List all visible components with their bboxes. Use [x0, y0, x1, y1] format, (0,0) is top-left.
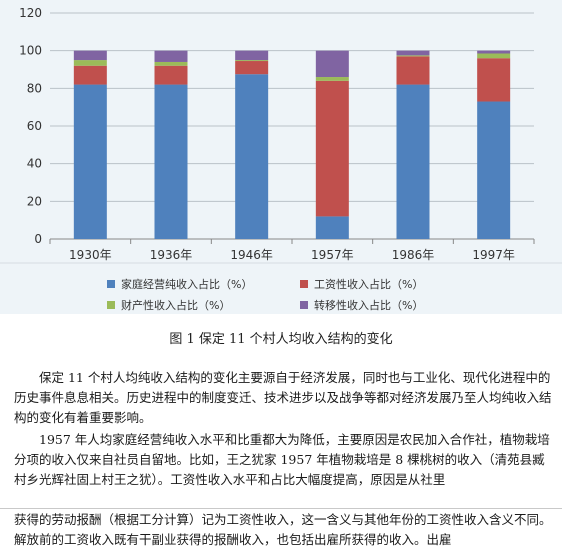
stacked-bar-chart: 0 20 40 60 80 100 120 1930年 1936年 1946年 1957年 1986年… — [0, 6, 562, 264]
paragraph-1: 保定 11 个村人均纯收入结构的变化主要源自于经济发展，同时也与工业化、现代化进… — [14, 370, 552, 425]
bar-1997年-series-1 — [477, 58, 511, 102]
legend-swatch-transfer — [300, 301, 308, 309]
legend-swatch-wage — [300, 280, 308, 288]
x-tick-label-1957年: 1957年 — [311, 248, 354, 262]
bar-1946年-series-0 — [235, 74, 269, 239]
bar-1986年-series-1 — [396, 56, 430, 85]
legend-label-wage: 工资性收入占比（%） — [314, 278, 424, 291]
bar-1986年-series-3 — [396, 50, 430, 56]
y-tick-label-80: 80 — [27, 81, 42, 95]
x-tick-label-1997年: 1997年 — [472, 248, 515, 262]
bar-1930年-series-2 — [73, 60, 107, 66]
y-tick-label-100: 100 — [19, 44, 42, 58]
bar-1930年-series-0 — [73, 84, 107, 239]
bar-1997年-series-3 — [477, 50, 511, 54]
bar-1936年-series-3 — [154, 50, 188, 62]
bar-1986年-series-2 — [396, 55, 430, 57]
legend-item-property: 财产性收入占比（%） — [107, 297, 230, 313]
bar-1930年-series-1 — [73, 65, 107, 85]
x-tick-label-1936年: 1936年 — [150, 248, 193, 262]
bar-1957年-series-1 — [315, 80, 349, 217]
legend-swatch-household — [107, 280, 115, 288]
bar-1936年-series-2 — [154, 61, 188, 66]
legend-item-transfer: 转移性收入占比（%） — [300, 297, 423, 313]
bar-1986年-series-0 — [396, 84, 430, 239]
legend-item-wage: 工资性收入占比（%） — [300, 276, 423, 292]
bar-1997年-series-2 — [477, 53, 511, 59]
bar-1957年-series-3 — [315, 50, 349, 78]
x-tick-label-1946年: 1946年 — [230, 248, 273, 262]
legend-label-property: 财产性收入占比（%） — [121, 299, 231, 312]
section-divider — [0, 508, 562, 509]
y-tick-label-120: 120 — [19, 6, 42, 20]
legend-label-household: 家庭经营纯收入占比（%） — [121, 278, 253, 291]
bar-1957年-series-2 — [315, 77, 349, 81]
x-tick-label-1986年: 1986年 — [392, 248, 435, 262]
legend-item-household: 家庭经营纯收入占比（%） — [107, 276, 252, 292]
chart-area: 0 20 40 60 80 100 120 1930年 1936年 1946年 1957年 1986年… — [0, 0, 562, 314]
bar-1957年-series-0 — [315, 216, 349, 239]
bar-1936年-series-1 — [154, 65, 188, 85]
x-tick-label-1930年: 1930年 — [69, 248, 112, 262]
y-tick-label-20: 20 — [27, 194, 42, 208]
legend-swatch-property — [107, 301, 115, 309]
bar-1946年-series-3 — [235, 50, 269, 61]
figure-caption: 图 1 保定 11 个村人均收入结构的变化 — [169, 332, 393, 347]
bar-1946年-series-2 — [235, 60, 269, 62]
bar-1946年-series-1 — [235, 61, 269, 75]
paragraph-3: 获得的劳动报酬（根据工分计算）记为工资性收入，这一含义与其他年份的工资性收入含义… — [14, 512, 552, 547]
legend-label-transfer: 转移性收入占比（%） — [314, 299, 424, 312]
y-tick-label-60: 60 — [27, 119, 42, 133]
bar-1997年-series-0 — [477, 101, 511, 240]
bar-1930年-series-3 — [73, 50, 107, 61]
bar-1936年-series-0 — [154, 84, 188, 239]
y-tick-label-40: 40 — [27, 157, 42, 171]
paragraph-2: 1957 年人均家庭经营纯收入水平和比重都大为降低，主要原因是农民加入合作社，植… — [14, 432, 550, 487]
y-tick-label-0: 0 — [34, 232, 42, 246]
